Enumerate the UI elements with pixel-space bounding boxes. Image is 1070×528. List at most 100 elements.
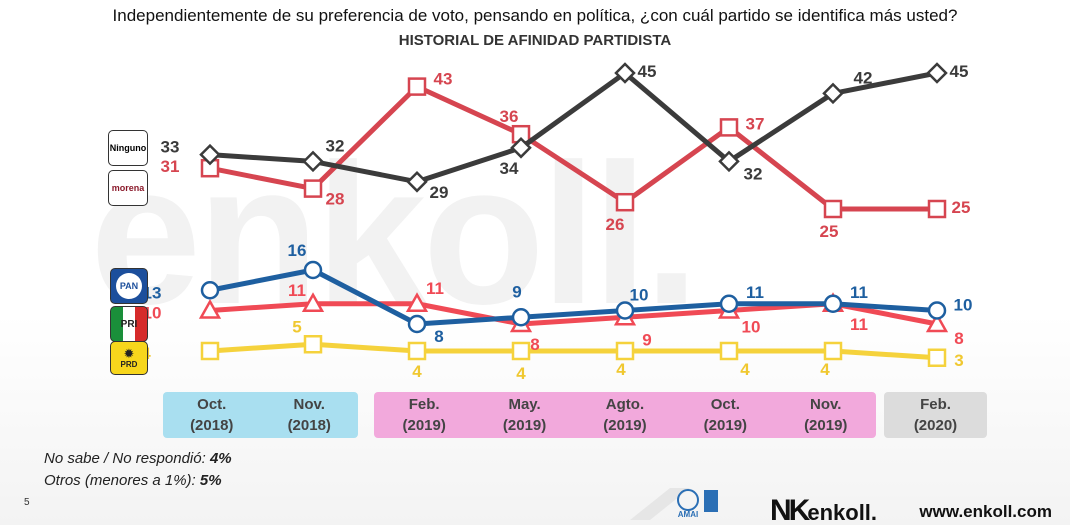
pri-logo-text: PRI bbox=[120, 318, 138, 330]
data-label-ninguno: 42 bbox=[854, 68, 873, 87]
website-url[interactable]: www.enkoll.com bbox=[919, 502, 1052, 521]
data-point-prd bbox=[615, 341, 635, 361]
morena-badge: morena bbox=[108, 170, 148, 206]
note-otros: Otros (menores a 1%): 5% bbox=[44, 472, 222, 489]
note-no-sabe: No sabe / No respondió: 4% bbox=[44, 450, 232, 467]
amai-logo-text: AMAI bbox=[678, 510, 698, 519]
pri-logo: PRI bbox=[110, 306, 148, 342]
prd-logo-text: PRD bbox=[120, 360, 138, 369]
data-point-ninguno bbox=[718, 150, 740, 173]
data-label-ninguno: 45 bbox=[950, 62, 969, 81]
data-label-morena: 37 bbox=[746, 114, 765, 133]
period-label: Feb. (2019) bbox=[402, 396, 446, 434]
data-label-ninguno: 34 bbox=[500, 159, 519, 178]
data-point-pri bbox=[925, 312, 949, 333]
data-label-prd: 4 bbox=[616, 360, 626, 379]
data-point-morena bbox=[927, 199, 947, 219]
data-label-pan: 11 bbox=[746, 283, 764, 302]
page-number: 5 bbox=[24, 497, 30, 508]
line-chart: 4544444310111189101181316891011111031284… bbox=[141, 62, 972, 383]
pan-logo: PAN bbox=[110, 268, 148, 304]
series-line-ninguno bbox=[209, 70, 938, 185]
data-point-ninguno bbox=[302, 150, 324, 173]
period-2020: Feb. (2020) bbox=[884, 392, 987, 438]
series-line-pan bbox=[209, 267, 938, 327]
period-2018: Oct. (2018) Nov. (2018) bbox=[163, 392, 358, 438]
note-otros-value: 5% bbox=[199, 472, 222, 489]
data-label-pan: 8 bbox=[434, 327, 443, 346]
data-label-prd: 4 bbox=[516, 364, 526, 383]
data-label-pan: 9 bbox=[512, 282, 521, 301]
morena-logo: morena bbox=[111, 183, 145, 193]
data-label-pan: 11 bbox=[850, 283, 868, 302]
ninguno-badge-label: Ninguno bbox=[109, 143, 147, 153]
data-point-prd bbox=[200, 341, 220, 361]
data-label-prd: 5 bbox=[292, 317, 301, 336]
data-label-pan: 16 bbox=[288, 241, 307, 260]
data-label-prd: 4 bbox=[740, 360, 750, 379]
prd-sun-icon: ✹ bbox=[123, 346, 135, 361]
data-point-morena bbox=[823, 199, 843, 219]
data-label-prd: 4 bbox=[820, 360, 830, 379]
note-no-sabe-value: 4% bbox=[209, 450, 232, 467]
period-label: Agto. (2019) bbox=[603, 396, 647, 434]
data-label-ninguno: 32 bbox=[326, 136, 345, 155]
data-label-morena: 31 bbox=[161, 157, 180, 176]
data-point-prd bbox=[927, 348, 947, 367]
data-point-pan bbox=[303, 260, 323, 280]
data-point-pri bbox=[405, 292, 429, 312]
series-line-morena bbox=[209, 84, 937, 212]
ninguno-badge: Ninguno bbox=[108, 130, 148, 166]
chart-title: Independientemente de su preferencia de … bbox=[112, 6, 958, 25]
data-point-pan bbox=[200, 281, 220, 300]
data-point-ninguno bbox=[199, 143, 221, 166]
data-label-morena: 25 bbox=[820, 222, 839, 241]
period-label: Feb. (2020) bbox=[913, 396, 958, 434]
data-label-pri: 11 bbox=[850, 315, 868, 334]
data-point-prd bbox=[407, 341, 427, 361]
data-point-prd bbox=[823, 341, 843, 361]
brand-name: enkoll. bbox=[807, 500, 878, 525]
note-otros-label: Otros (menores a 1%): bbox=[44, 472, 196, 489]
data-point-pri bbox=[301, 292, 325, 312]
data-point-prd bbox=[303, 335, 323, 354]
period-label: Nov. (2019) bbox=[804, 396, 848, 434]
period-label: Nov. (2018) bbox=[287, 396, 331, 434]
data-label-morena: 28 bbox=[326, 190, 345, 209]
data-label-ninguno: 29 bbox=[430, 183, 449, 202]
data-label-morena: 43 bbox=[434, 70, 453, 89]
data-label-morena: 25 bbox=[952, 198, 971, 217]
prd-logo: ✹ PRD bbox=[110, 341, 148, 375]
data-label-pri: 8 bbox=[530, 335, 539, 354]
data-point-pan bbox=[615, 301, 635, 320]
data-label-pri: 10 bbox=[742, 318, 761, 337]
note-no-sabe-label: No sabe / No respondió: bbox=[44, 450, 206, 467]
period-label: Oct. (2019) bbox=[703, 396, 748, 434]
data-point-morena bbox=[719, 118, 739, 137]
data-point-ninguno bbox=[510, 137, 532, 159]
data-point-pri bbox=[198, 298, 222, 319]
data-label-morena: 26 bbox=[606, 215, 625, 234]
data-point-ninguno bbox=[406, 171, 428, 193]
period-2019: Feb. (2019) May. (2019) Agto. (2019) Oct… bbox=[374, 392, 876, 438]
data-point-prd bbox=[719, 341, 739, 361]
pan-logo-text: PAN bbox=[119, 281, 139, 291]
period-label: May. (2019) bbox=[502, 396, 547, 434]
data-point-morena bbox=[407, 77, 427, 96]
data-label-pri: 8 bbox=[954, 329, 963, 348]
amai-logo: AMAI bbox=[630, 488, 718, 520]
data-label-pri: 11 bbox=[288, 281, 306, 300]
data-point-pan bbox=[407, 314, 427, 334]
data-point-pan bbox=[823, 294, 843, 313]
data-label-morena: 36 bbox=[500, 107, 519, 126]
data-point-pan bbox=[927, 301, 947, 320]
pan-logo-circle: PAN bbox=[116, 273, 142, 299]
data-point-morena bbox=[615, 192, 635, 212]
data-point-pan bbox=[511, 308, 531, 327]
period-label: Oct. (2018) bbox=[190, 396, 234, 434]
data-label-prd: 4 bbox=[412, 362, 422, 381]
series-line-prd bbox=[209, 341, 938, 361]
data-point-morena bbox=[303, 179, 323, 198]
data-label-ninguno: 32 bbox=[744, 164, 763, 183]
data-point-ninguno bbox=[926, 62, 948, 84]
